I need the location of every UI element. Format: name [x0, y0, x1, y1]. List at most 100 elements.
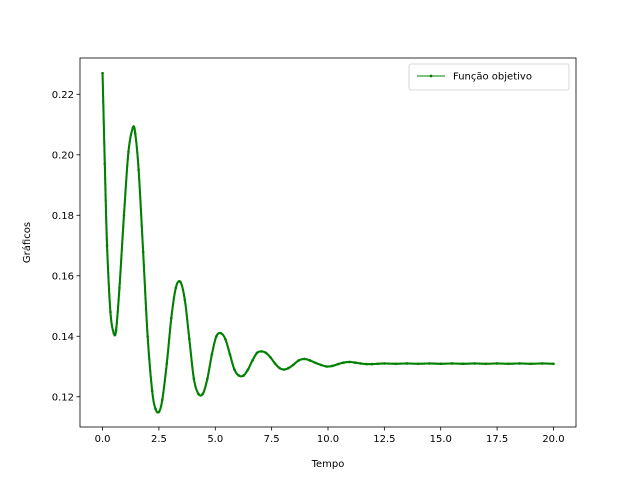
data-point	[359, 362, 362, 365]
x-axis-ticks: 0.0 2.5 5.0 7.5 10.0 12.5 15.0 17.5 20.0	[95, 427, 565, 445]
x-tick-label: 15.0	[430, 434, 452, 445]
data-point	[174, 286, 178, 290]
data-point	[376, 362, 379, 366]
data-point	[242, 374, 245, 377]
data-point	[331, 364, 334, 368]
data-point	[165, 362, 169, 365]
data-point	[105, 244, 109, 247]
data-point	[206, 377, 209, 380]
data-point	[114, 328, 118, 332]
data-point	[122, 213, 126, 217]
data-point	[215, 334, 218, 338]
data-point	[450, 362, 454, 365]
x-tick-label: 12.5	[373, 434, 395, 445]
data-point	[314, 361, 317, 365]
data-point	[383, 362, 386, 365]
data-point	[297, 359, 300, 362]
data-point	[540, 362, 544, 365]
data-point	[394, 362, 397, 366]
data-point	[428, 362, 431, 365]
x-tick-label: 20.0	[542, 434, 564, 445]
data-point	[146, 334, 149, 338]
data-point	[518, 362, 521, 365]
data-point	[507, 362, 510, 366]
x-tick-label: 0.0	[95, 434, 111, 445]
data-point	[141, 250, 145, 253]
data-point	[179, 280, 182, 284]
data-point	[370, 362, 374, 366]
legend-entry-label: Função objetivo	[453, 72, 532, 83]
legend: Função objetivo	[408, 63, 570, 91]
data-point	[336, 362, 340, 366]
data-point	[260, 350, 263, 353]
x-tick-label: 10.0	[317, 434, 339, 445]
data-point	[131, 126, 135, 129]
data-point	[282, 368, 286, 371]
x-tick-label: 2.5	[151, 434, 167, 445]
y-axis-label: Gráficos	[21, 222, 33, 263]
series-markers	[101, 72, 555, 414]
data-point	[197, 392, 200, 396]
data-point	[416, 362, 420, 366]
series-data-points	[101, 71, 555, 414]
data-point	[160, 398, 164, 402]
data-point	[133, 132, 137, 135]
legend-box	[408, 63, 570, 91]
data-point	[308, 359, 312, 362]
data-point	[109, 310, 112, 314]
data-point	[273, 362, 277, 365]
data-point	[237, 374, 241, 377]
data-point	[101, 71, 104, 75]
data-point	[365, 362, 368, 366]
data-point	[137, 168, 140, 172]
data-point	[405, 362, 409, 365]
data-point	[484, 362, 488, 366]
data-point	[552, 362, 555, 366]
data-point	[461, 362, 465, 366]
data-point	[287, 366, 290, 370]
plot-area	[80, 58, 576, 427]
data-point	[118, 286, 121, 290]
y-tick-label: 0.18	[52, 211, 74, 222]
data-point	[278, 366, 281, 370]
data-point	[319, 363, 323, 367]
data-point	[529, 362, 533, 366]
data-point	[255, 351, 259, 355]
data-point	[219, 331, 223, 335]
data-point	[348, 360, 351, 364]
y-tick-label: 0.20	[52, 150, 74, 161]
data-point	[157, 410, 161, 414]
y-axis-ticks: 0.12 0.14 0.16 0.18 0.20 0.22	[52, 90, 80, 403]
data-point	[154, 407, 157, 411]
y-tick-label: 0.14	[52, 332, 74, 343]
data-point	[103, 162, 107, 166]
data-point	[342, 361, 346, 364]
legend-marker-sample	[429, 74, 433, 78]
data-point	[303, 357, 306, 361]
data-point	[264, 351, 268, 355]
data-point	[192, 377, 196, 380]
data-point	[150, 389, 154, 393]
data-point	[127, 150, 130, 154]
y-tick-label: 0.12	[52, 392, 74, 403]
data-point	[210, 353, 214, 356]
x-tick-label: 7.5	[264, 434, 280, 445]
x-tick-label: 17.5	[486, 434, 508, 445]
data-point	[246, 368, 250, 371]
data-point	[439, 362, 443, 366]
data-point	[188, 337, 191, 341]
x-axis-label: Tempo	[311, 459, 345, 470]
data-point	[183, 298, 187, 302]
data-point	[233, 368, 236, 371]
data-point	[112, 331, 116, 335]
series-layer	[101, 71, 555, 414]
x-tick-label: 5.0	[207, 434, 223, 445]
data-point	[325, 365, 329, 368]
data-point	[269, 356, 272, 359]
data-point	[224, 337, 227, 341]
data-point	[353, 361, 357, 364]
y-tick-label: 0.16	[52, 271, 74, 282]
y-tick-label: 0.22	[52, 90, 74, 101]
data-point	[170, 316, 173, 320]
